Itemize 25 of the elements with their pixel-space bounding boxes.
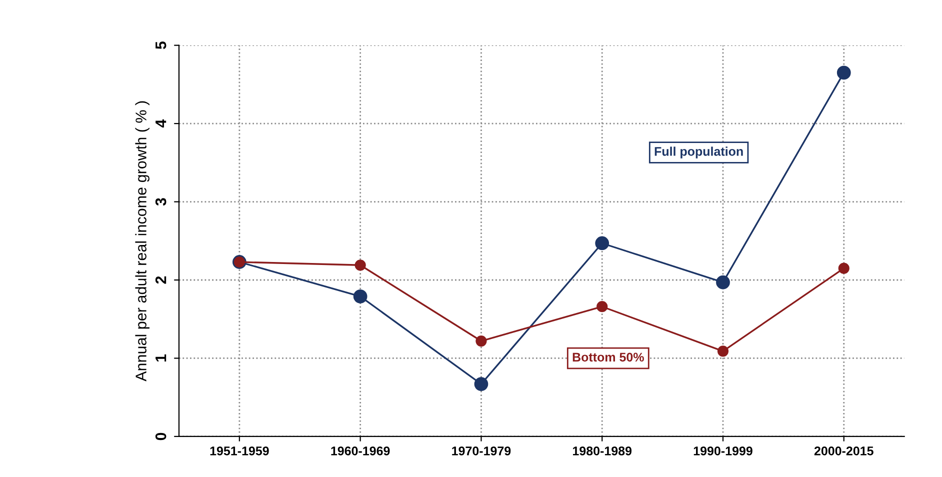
- text: Bottom 50%: [572, 352, 644, 362]
- point: [354, 260, 366, 271]
- y-axis-title: Annual per adult real income growth ( % ): [135, 101, 150, 382]
- point: [353, 289, 368, 304]
- x-tick-label: 1951-1959: [210, 446, 269, 456]
- x-tick-label: 1990-1999: [694, 446, 752, 456]
- y-tick-label: 4: [156, 119, 166, 128]
- point: [476, 335, 487, 347]
- y-tick-label: 0: [155, 432, 166, 440]
- point: [838, 262, 850, 274]
- point: [716, 275, 730, 290]
- point: [717, 346, 729, 357]
- x-tick-label: 2000-2015: [814, 446, 874, 456]
- y-tick-label: 3: [155, 198, 166, 206]
- x-tick-label: 1960-1969: [331, 446, 390, 456]
- x-tick-label: 1980-1989: [572, 446, 632, 456]
- y-tick-label: 2: [155, 276, 166, 284]
- point: [474, 377, 488, 391]
- point: [596, 301, 608, 312]
- point: [836, 66, 851, 80]
- x-tick-label: 1970-1979: [452, 446, 511, 456]
- y-tick-label: 5: [156, 41, 166, 50]
- point: [595, 236, 610, 250]
- y-tick-label: 1: [156, 354, 166, 362]
- text: Full population: [654, 146, 743, 158]
